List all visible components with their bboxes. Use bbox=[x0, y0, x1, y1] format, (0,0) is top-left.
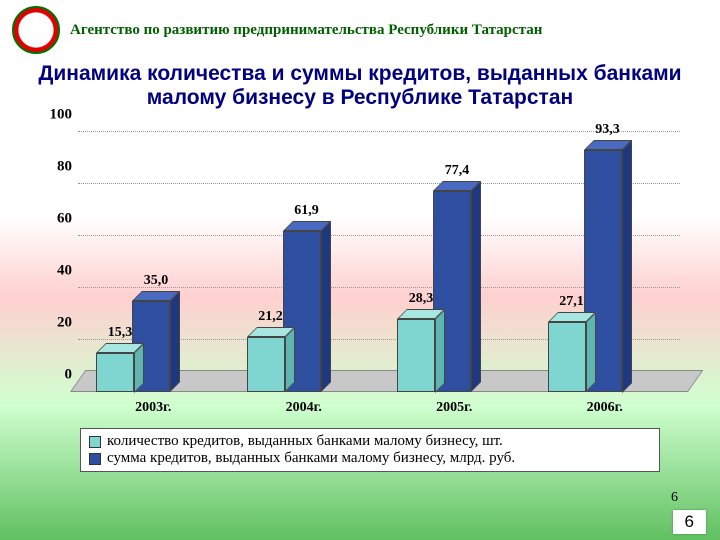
value-label: 15,3 bbox=[108, 325, 133, 341]
legend-item: количество кредитов, выданных банками ма… bbox=[89, 433, 651, 450]
bar: 15,3 bbox=[96, 353, 134, 393]
legend-swatch-icon bbox=[89, 436, 101, 448]
tatarstan-emblem-icon bbox=[12, 6, 60, 54]
value-label: 27,1 bbox=[559, 294, 584, 310]
x-tick-label: 2005г. bbox=[436, 400, 472, 416]
page-number-small: 6 bbox=[671, 490, 678, 506]
y-axis: 020406080100 bbox=[30, 122, 74, 392]
page-number-box: 6 bbox=[673, 510, 706, 534]
y-tick-label: 40 bbox=[57, 263, 72, 280]
y-tick-label: 60 bbox=[57, 211, 72, 228]
bar: 28,3 bbox=[397, 319, 435, 393]
agency-name: Агентство по развитию предпринимательств… bbox=[70, 22, 542, 39]
y-tick-label: 80 bbox=[57, 159, 72, 176]
bar: 21,2 bbox=[247, 337, 285, 392]
value-label: 77,4 bbox=[445, 163, 470, 179]
legend-swatch-icon bbox=[89, 453, 101, 465]
slide-title: Динамика количества и суммы кредитов, вы… bbox=[0, 56, 720, 114]
value-label: 21,2 bbox=[258, 309, 283, 325]
y-tick-label: 20 bbox=[57, 315, 72, 332]
y-tick-label: 100 bbox=[50, 107, 73, 124]
plot-area: 35,0 15,3 61,9 21,2 77,4 28,3 93,3 27,1 bbox=[78, 122, 680, 392]
gridline bbox=[78, 131, 680, 132]
header: Агентство по развитию предпринимательств… bbox=[0, 0, 720, 56]
legend: количество кредитов, выданных банками ма… bbox=[80, 428, 660, 472]
legend-label: сумма кредитов, выданных банками малому … bbox=[107, 450, 515, 467]
x-tick-label: 2003г. bbox=[135, 400, 171, 416]
value-label: 35,0 bbox=[144, 273, 169, 289]
x-tick-label: 2004г. bbox=[286, 400, 322, 416]
value-label: 61,9 bbox=[294, 203, 319, 219]
legend-label: количество кредитов, выданных банками ма… bbox=[107, 433, 503, 450]
y-tick-label: 0 bbox=[65, 367, 73, 384]
bar-chart: 020406080100 35,015,361,921,277,428,393,… bbox=[30, 122, 690, 422]
value-label: 28,3 bbox=[409, 291, 434, 307]
legend-item: сумма кредитов, выданных банками малому … bbox=[89, 450, 651, 467]
x-axis: 2003г. 2004г. 2005г. 2006г. bbox=[78, 396, 680, 422]
x-tick-label: 2006г. bbox=[587, 400, 623, 416]
value-label: 93,3 bbox=[595, 122, 620, 138]
bar: 27,1 bbox=[548, 322, 586, 392]
